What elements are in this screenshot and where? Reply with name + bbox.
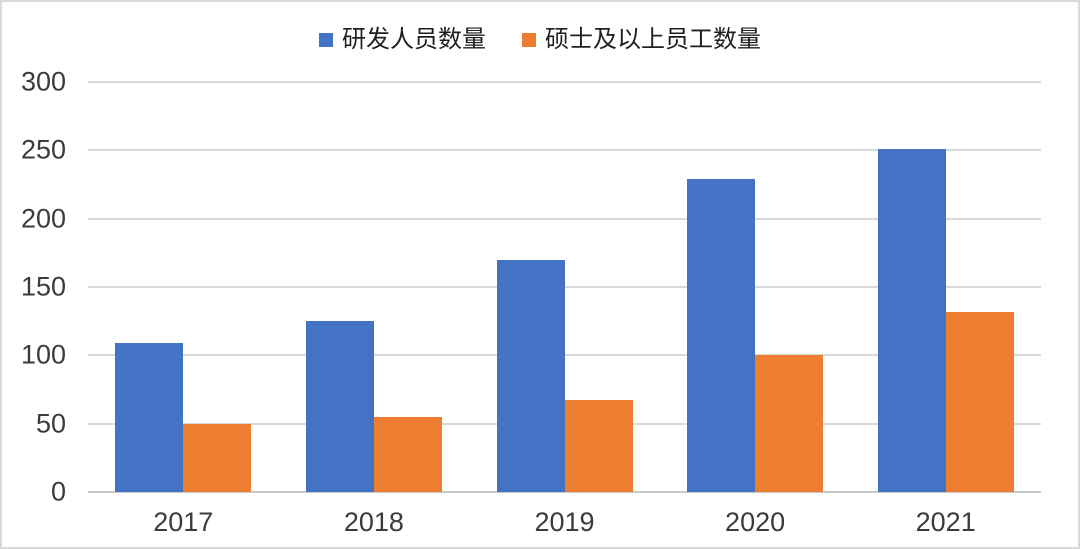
y-axis-tick-label: 150: [20, 271, 66, 302]
y-axis-tick-label: 50: [35, 408, 66, 439]
x-axis-tick-label: 2020: [725, 507, 786, 537]
x-axis-tick-label: 2019: [534, 507, 595, 537]
bar-series1-2017: [183, 423, 252, 492]
y-axis-tick-label: 200: [20, 203, 66, 234]
legend-marker-orange-square-icon: [522, 33, 536, 47]
x-axis-tick-label: 2018: [343, 507, 404, 537]
bar-series0-2018: [305, 321, 374, 492]
y-axis-tick-label: 250: [20, 134, 66, 165]
x-axis-baseline: [88, 491, 1041, 493]
y-axis-tick-label: 0: [50, 476, 66, 507]
bar-series0-2017: [115, 343, 184, 492]
gridline: [88, 81, 1041, 83]
x-axis-tick-label: 2021: [915, 507, 976, 537]
legend-label-masters-headcount: 硕士及以上员工数量: [545, 26, 761, 53]
legend-marker-blue-square-icon: [319, 33, 333, 47]
bar-series1-2021: [945, 311, 1014, 492]
bar-series0-2019: [496, 259, 565, 492]
y-axis-tick-label: 100: [20, 339, 66, 370]
gridline: [88, 354, 1041, 357]
bar-series0-2021: [877, 148, 946, 492]
gridline: [88, 286, 1041, 288]
legend-label-rd-headcount: 研发人员数量: [342, 26, 486, 53]
bar-series1-2018: [373, 416, 442, 492]
bar-series1-2019: [564, 400, 633, 492]
gridline: [88, 149, 1041, 152]
gridline: [88, 217, 1041, 220]
x-axis-tick-label: 2017: [153, 507, 214, 537]
bar-series0-2020: [687, 179, 756, 492]
legend-item-rd-headcount: 研发人员数量: [319, 28, 486, 52]
chart-legend: 研发人员数量 硕士及以上员工数量: [2, 28, 1078, 52]
legend-item-masters-headcount: 硕士及以上员工数量: [522, 28, 761, 52]
bar-series1-2020: [755, 355, 824, 492]
y-axis-tick-label: 300: [20, 66, 66, 97]
